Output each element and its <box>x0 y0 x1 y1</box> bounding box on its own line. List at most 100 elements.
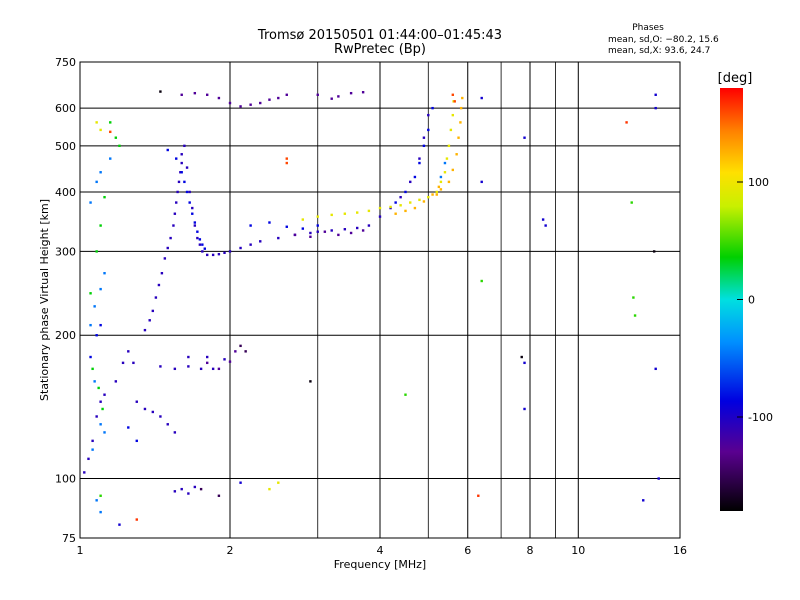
data-point <box>159 365 162 368</box>
data-point <box>191 206 194 210</box>
data-point <box>657 477 660 480</box>
data-point <box>177 180 181 184</box>
data-point <box>180 161 183 165</box>
data-point <box>435 190 438 194</box>
data-point <box>217 96 221 100</box>
data-point <box>443 171 447 174</box>
data-point <box>217 367 221 371</box>
data-point <box>459 121 462 124</box>
data-point <box>228 250 232 253</box>
data-point <box>143 328 147 332</box>
y-tick-label: 300 <box>55 245 76 258</box>
data-point <box>431 106 434 110</box>
data-point <box>418 157 421 160</box>
data-point <box>431 193 434 196</box>
data-point <box>99 287 102 291</box>
colorbar-label: [deg] <box>718 71 753 86</box>
data-point <box>173 367 177 371</box>
data-point <box>378 215 382 218</box>
data-point <box>95 334 98 337</box>
data-point <box>541 218 545 221</box>
data-point <box>652 250 656 253</box>
data-point <box>93 305 96 308</box>
data-point <box>132 361 135 365</box>
data-point <box>198 243 202 246</box>
data-point <box>198 238 202 241</box>
stats-heading: Phases <box>632 23 664 33</box>
data-point <box>175 157 178 160</box>
data-point <box>330 213 333 217</box>
data-point <box>378 206 382 210</box>
data-point <box>93 380 96 383</box>
data-point <box>99 323 102 327</box>
data-point <box>422 144 426 148</box>
data-point <box>523 407 526 411</box>
data-point <box>99 400 102 403</box>
data-point <box>223 358 226 361</box>
data-point <box>523 136 526 139</box>
data-point <box>89 323 92 327</box>
data-point <box>404 209 407 213</box>
data-point <box>97 386 100 390</box>
data-point <box>404 393 407 396</box>
data-point <box>523 361 526 365</box>
chart-title: Tromsø 20150501 01:44:00–01:45:43 <box>257 28 502 43</box>
data-point <box>160 272 164 275</box>
data-point <box>268 98 271 101</box>
data-point <box>196 236 199 240</box>
data-point <box>239 105 242 108</box>
data-point <box>172 224 175 227</box>
data-point <box>323 230 327 233</box>
data-point <box>480 180 483 184</box>
data-point <box>180 153 183 156</box>
data-point <box>211 253 215 257</box>
data-point <box>239 246 242 250</box>
data-point <box>199 367 203 371</box>
data-point <box>343 228 347 231</box>
data-point <box>135 439 138 443</box>
y-tick-label: 600 <box>55 102 76 115</box>
colorbar <box>720 88 743 511</box>
data-point <box>349 91 353 95</box>
data-point <box>157 283 161 287</box>
x-tick-label: 6 <box>464 544 471 557</box>
data-point <box>187 355 190 359</box>
data-point <box>625 121 628 124</box>
data-point <box>632 296 635 299</box>
y-tick-label: 100 <box>55 473 76 486</box>
data-point <box>103 272 106 275</box>
data-point <box>193 221 197 224</box>
colorbar-ticks: 100 0 -100 <box>737 176 773 424</box>
data-point <box>163 257 167 260</box>
data-point <box>361 91 365 94</box>
data-point <box>173 431 177 434</box>
y-tick-label: 400 <box>55 186 76 199</box>
data-point <box>409 201 412 204</box>
y-tick-label: 75 <box>62 532 76 545</box>
x-tick-label: 10 <box>571 544 585 557</box>
data-point <box>268 221 271 224</box>
data-point <box>180 93 183 96</box>
data-point <box>166 148 169 152</box>
data-point <box>422 200 426 203</box>
data-point <box>193 91 197 95</box>
data-point <box>179 171 182 174</box>
data-point <box>654 367 657 371</box>
data-point <box>217 252 221 256</box>
data-point <box>166 423 169 426</box>
data-point <box>205 361 209 365</box>
data-point <box>451 168 455 172</box>
data-point <box>480 96 483 100</box>
x-tick-labels: 1 2 4 6 8 10 16 <box>77 544 688 557</box>
data-point <box>285 157 288 160</box>
data-point <box>159 90 162 93</box>
data-point <box>223 251 226 255</box>
data-point <box>399 195 402 199</box>
data-points <box>83 90 660 526</box>
data-point <box>544 224 547 227</box>
x-tick-label: 8 <box>527 544 534 557</box>
data-point <box>427 128 430 132</box>
data-point <box>183 180 186 184</box>
data-point <box>239 481 242 484</box>
data-point <box>185 166 189 169</box>
